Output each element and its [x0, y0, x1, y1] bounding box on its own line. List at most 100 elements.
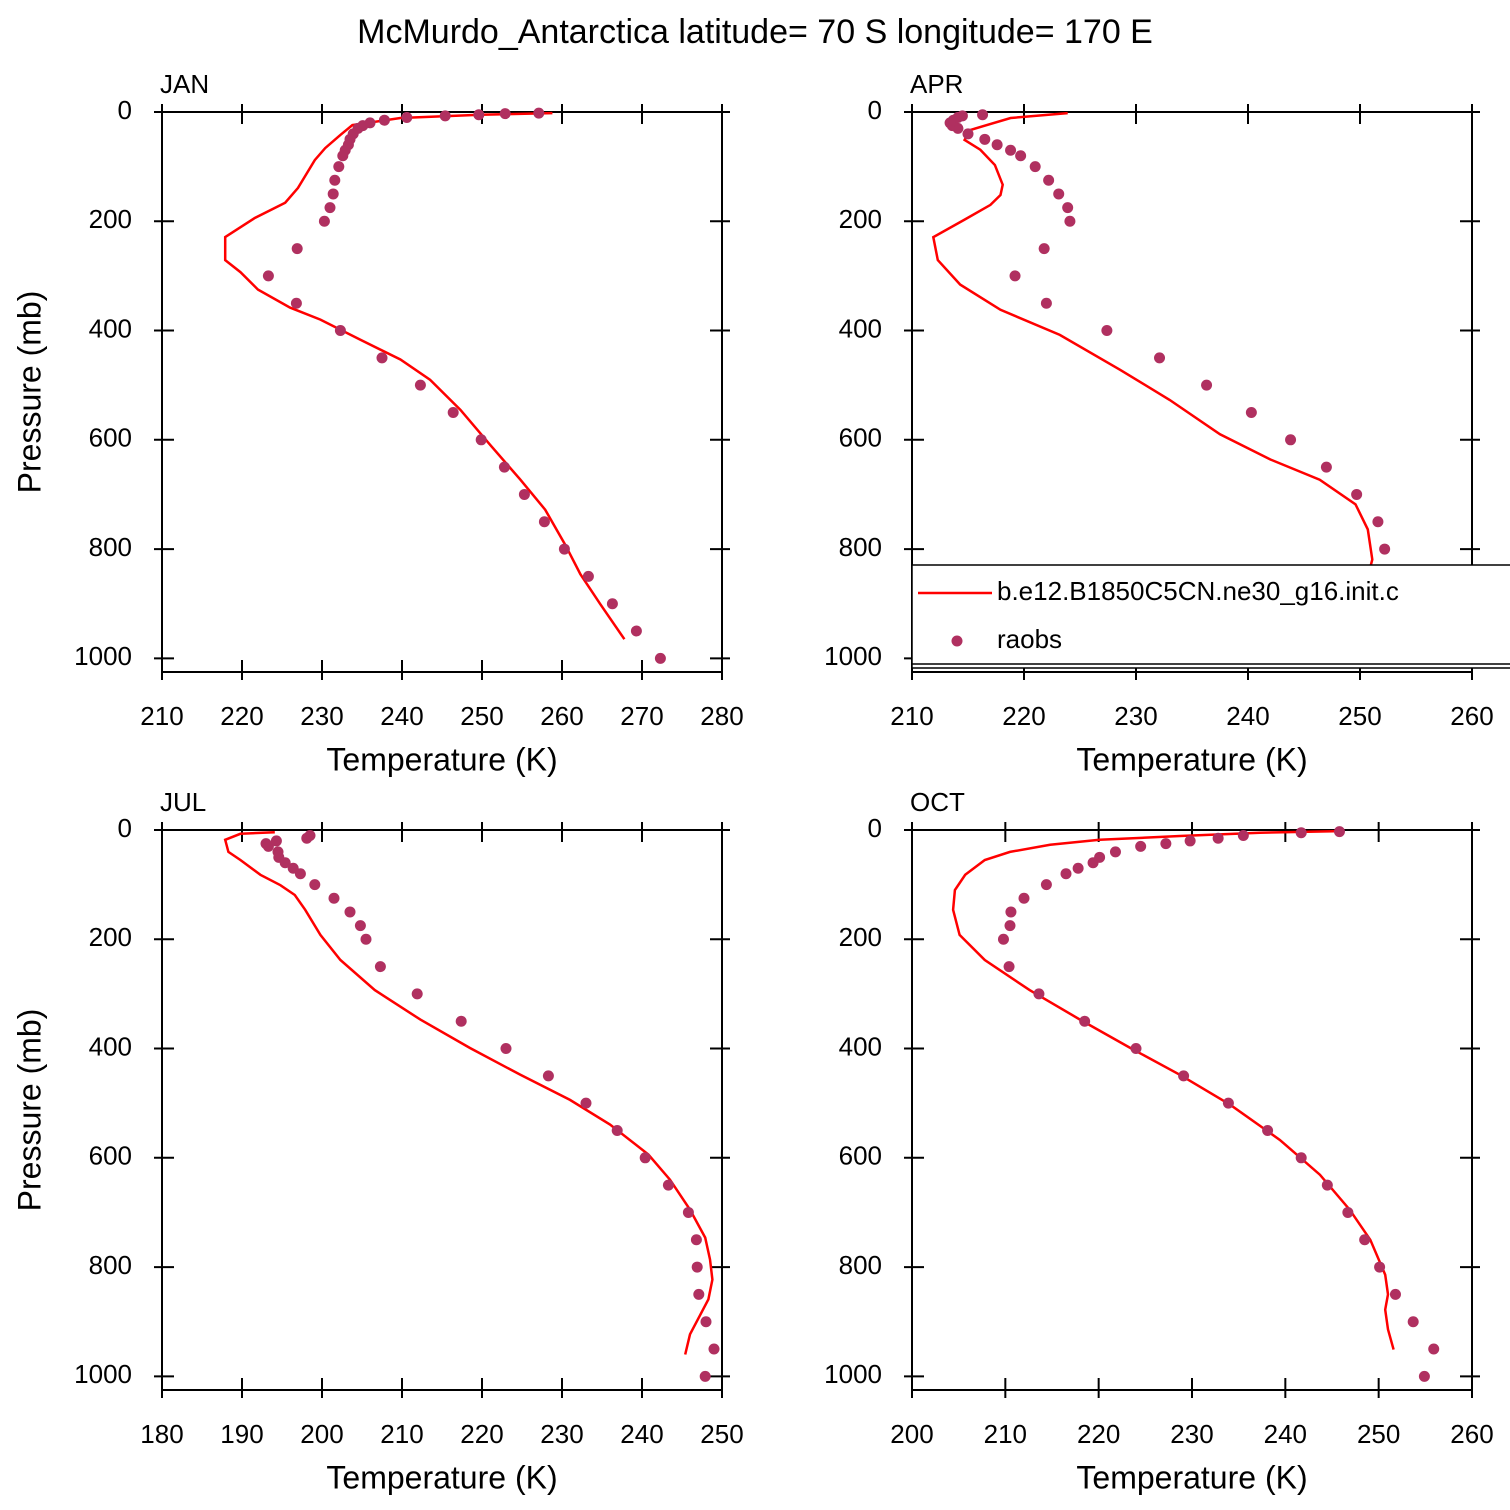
obs-point [354, 920, 366, 932]
obs-point [977, 109, 989, 121]
obs-point [1359, 1234, 1371, 1246]
obs-point [334, 325, 346, 337]
y-tick-label: 200 [89, 204, 132, 234]
obs-point [364, 117, 376, 129]
y-tick-label: 400 [89, 313, 132, 343]
y-tick-label: 0 [868, 813, 882, 843]
obs-point [1064, 215, 1076, 227]
obs-point [1040, 297, 1052, 309]
y-tick-label: 400 [89, 1031, 132, 1061]
model-line [951, 829, 1395, 1350]
obs-point [378, 114, 390, 126]
x-tick-label: 230 [1114, 701, 1157, 731]
obs-point [272, 846, 284, 858]
obs-point [1029, 161, 1041, 173]
figure-title: McMurdo_Antarctica latitude= 70 S longit… [357, 13, 1153, 51]
y-tick-label: 0 [118, 813, 132, 843]
obs-point [1079, 1015, 1091, 1027]
obs-point [1201, 379, 1213, 391]
obs-point [1178, 1070, 1190, 1082]
y-tick-label: 200 [839, 204, 882, 234]
obs-point [606, 598, 618, 610]
x-axis-label: Temperature (K) [1076, 1459, 1307, 1495]
obs-point [262, 270, 274, 282]
obs-point [287, 862, 299, 874]
obs-point [498, 461, 510, 473]
obs-point [376, 352, 388, 364]
model-line [223, 111, 626, 640]
obs-point [582, 570, 594, 582]
y-tick-label: 600 [89, 1141, 132, 1171]
obs-point [455, 1015, 467, 1027]
obs-point [1015, 150, 1027, 162]
x-tick-label: 220 [1077, 1419, 1120, 1449]
x-axis-label: Temperature (K) [1076, 741, 1307, 777]
obs-point [1379, 543, 1391, 555]
x-tick-label: 210 [380, 1419, 423, 1449]
obs-point [662, 1179, 674, 1191]
obs-point [270, 835, 282, 847]
x-tick-label: 230 [300, 701, 343, 731]
obs-point [1135, 840, 1147, 852]
y-tick-label: 1000 [824, 641, 882, 671]
x-axis-label: Temperature (K) [326, 741, 557, 777]
x-tick-label: 210 [890, 701, 933, 731]
obs-point [1407, 1316, 1419, 1328]
obs-point [1094, 851, 1106, 863]
obs-point [318, 215, 330, 227]
y-tick-label: 400 [839, 313, 882, 343]
obs-point [500, 1043, 512, 1055]
obs-point [1018, 892, 1030, 904]
y-tick-label: 1000 [74, 1359, 132, 1389]
obs-point [991, 139, 1003, 151]
obs-point [956, 110, 968, 122]
obs-point [538, 516, 550, 528]
x-tick-label: 190 [220, 1419, 263, 1449]
obs-point [327, 188, 339, 200]
obs-point [1351, 488, 1363, 500]
x-tick-label: 260 [1450, 701, 1493, 731]
obs-point [699, 1370, 711, 1382]
obs-point [997, 933, 1009, 945]
x-tick-label: 200 [300, 1419, 343, 1449]
obs-point [1418, 1370, 1430, 1382]
obs-point [290, 297, 302, 309]
x-tick-label: 240 [380, 701, 423, 731]
x-tick-label: 250 [700, 1419, 743, 1449]
obs-point [1342, 1206, 1354, 1218]
obs-point [1072, 862, 1084, 874]
obs-point [542, 1070, 554, 1082]
obs-point [1320, 461, 1332, 473]
obs-point [1154, 352, 1166, 364]
obs-point [1222, 1097, 1234, 1109]
y-tick-label: 600 [839, 1141, 882, 1171]
obs-point [1004, 920, 1016, 932]
y-tick-label: 600 [89, 423, 132, 453]
obs-point [401, 111, 413, 123]
x-axis-label: Temperature (K) [326, 1459, 557, 1495]
x-tick-label: 210 [140, 701, 183, 731]
x-tick-label: 230 [1170, 1419, 1213, 1449]
obs-point [1109, 846, 1121, 858]
obs-point [1009, 270, 1021, 282]
obs-point [1212, 832, 1224, 844]
obs-point [329, 174, 341, 186]
obs-point [374, 961, 386, 973]
obs-point [411, 988, 423, 1000]
obs-point [1033, 988, 1045, 1000]
panel-label: OCT [910, 787, 965, 817]
panel-label: JAN [160, 69, 209, 99]
x-tick-label: 280 [700, 701, 743, 731]
obs-point [962, 128, 974, 140]
obs-point [708, 1343, 720, 1355]
plot-area [223, 107, 666, 664]
obs-point [1285, 434, 1297, 446]
y-tick-label: 200 [839, 922, 882, 952]
obs-point [1053, 188, 1065, 200]
obs-point [439, 110, 451, 122]
obs-point [324, 202, 336, 214]
obs-point [693, 1288, 705, 1300]
model-line [223, 830, 714, 1355]
x-tick-label: 260 [1450, 1419, 1493, 1449]
obs-point [1062, 202, 1074, 214]
